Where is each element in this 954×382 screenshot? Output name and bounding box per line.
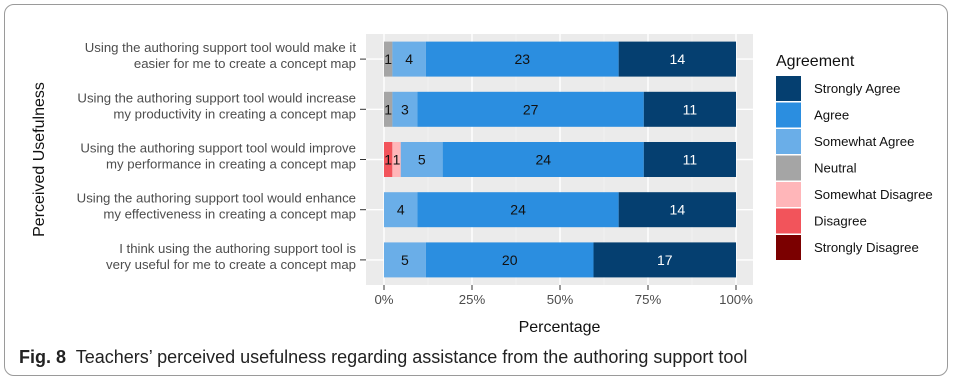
legend-swatch-somewhat-disagree (776, 182, 801, 207)
y-tick-label: my productivity in creating a concept ma… (113, 106, 356, 121)
data-label-somewhat-agree: 5 (418, 152, 426, 168)
legend-title: Agreement (776, 53, 855, 70)
data-label-agree: 23 (514, 51, 530, 67)
data-label-agree: 24 (510, 202, 526, 218)
bar-segment-somewhat-agree (392, 91, 418, 127)
bar-segment-strongly-agree (643, 142, 736, 177)
y-tick-label: my effectiveness in creating a concept m… (103, 207, 356, 222)
data-label-agree: 20 (502, 252, 518, 268)
legend-swatch-agree (776, 102, 801, 128)
bar-segment-neutral (384, 41, 393, 77)
legend-swatch-disagree (776, 208, 801, 234)
legend-label-strongly-agree: Strongly Agree (814, 81, 901, 96)
bar-segment-strongly-agree (643, 91, 736, 127)
bar-segment-somewhat-agree (384, 192, 418, 228)
figure-caption: Fig. 8 Teachers’ perceived usefulness re… (19, 347, 747, 368)
x-tick-label: 75% (635, 292, 662, 307)
legend-label-strongly-disagree: Strongly Disagree (814, 240, 919, 255)
data-label-neutral: 1 (384, 51, 392, 67)
y-tick-label: easier for me to create a concept map (134, 56, 356, 71)
data-label-strongly-agree: 14 (670, 202, 686, 218)
bar-segment-strongly-agree (593, 242, 736, 278)
legend-swatch-neutral (776, 155, 801, 181)
x-tick-label: 100% (719, 292, 753, 307)
legend-swatch-strongly-agree (776, 76, 801, 101)
data-label-neutral: 1 (384, 101, 392, 117)
data-label-disagree: 1 (384, 152, 392, 168)
y-tick-label: I think using the authoring support tool… (119, 241, 356, 256)
bar-segment-agree (417, 192, 619, 228)
data-label-somewhat-agree: 4 (405, 51, 413, 67)
data-label-somewhat-agree: 5 (401, 252, 409, 268)
legend-label-disagree: Disagree (814, 214, 867, 229)
bar-segment-agree (425, 242, 594, 278)
y-tick-label: very useful for me to create a concept m… (106, 257, 356, 272)
caption-text: Teachers’ perceived usefulness regarding… (75, 347, 748, 367)
x-axis-title: Percentage (519, 319, 601, 336)
bar-segment-strongly-agree (618, 192, 736, 228)
x-tick-label: 25% (459, 292, 486, 307)
y-axis-title: Perceived Usefulness (31, 82, 48, 237)
data-label-strongly-agree: 17 (657, 252, 673, 268)
bar-segment-disagree (384, 142, 393, 177)
bar-segment-strongly-agree (618, 41, 736, 77)
y-tick-label: Using the authoring support tool would i… (77, 90, 356, 105)
bar-segment-somewhat-agree (384, 242, 426, 278)
data-label-strongly-agree: 14 (670, 51, 686, 67)
legend-label-somewhat-disagree: Somewhat Disagree (814, 187, 933, 202)
data-label-agree: 24 (535, 152, 551, 168)
data-label-agree: 27 (523, 101, 539, 117)
data-label-strongly-agree: 11 (683, 152, 698, 168)
caption-label: Fig. 8 (19, 347, 67, 367)
legend-swatch-strongly-disagree (776, 235, 801, 260)
bar-segment-agree (417, 91, 644, 127)
data-label-somewhat-agree: 3 (401, 101, 409, 117)
data-label-somewhat-agree: 4 (397, 202, 405, 218)
bar-segment-somewhat-agree (392, 41, 426, 77)
y-tick-label: Using the authoring support tool would i… (80, 141, 356, 156)
bar-segment-agree (442, 142, 644, 177)
legend-label-agree: Agree (814, 108, 849, 123)
legend-label-neutral: Neutral (814, 161, 857, 176)
x-tick-label: 0% (374, 292, 393, 307)
y-tick-label: Using the authoring support tool would m… (85, 40, 357, 55)
x-tick-label: 50% (547, 292, 574, 307)
data-label-strongly-agree: 11 (683, 101, 698, 117)
y-tick-label: Using the authoring support tool would e… (77, 191, 356, 206)
legend-swatch-somewhat-agree (776, 129, 801, 154)
data-label-somewhat-disagree: 1 (393, 152, 401, 168)
bar-segment-somewhat-agree (400, 142, 443, 177)
y-tick-label: my performance in creating a concept map (106, 157, 356, 172)
bar-segment-agree (425, 41, 619, 77)
legend-label-somewhat-agree: Somewhat Agree (814, 134, 914, 149)
bar-segment-neutral (384, 91, 393, 127)
bar-segment-somewhat-disagree (392, 142, 401, 177)
